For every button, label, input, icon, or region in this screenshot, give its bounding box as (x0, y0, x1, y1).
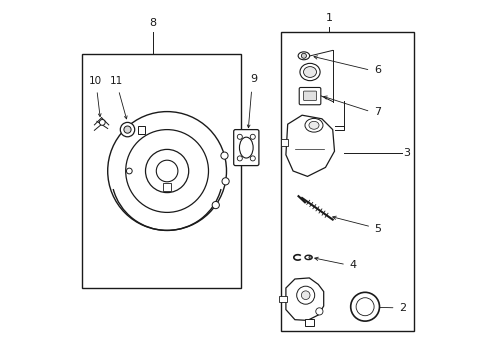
Text: 3: 3 (402, 148, 409, 158)
Text: 7: 7 (373, 107, 381, 117)
Circle shape (250, 134, 255, 139)
Circle shape (125, 130, 208, 212)
Circle shape (221, 152, 227, 159)
FancyBboxPatch shape (299, 87, 320, 105)
Bar (280, 139, 288, 146)
Circle shape (222, 178, 229, 185)
Circle shape (250, 156, 255, 161)
Ellipse shape (305, 118, 322, 132)
Circle shape (355, 298, 373, 316)
Text: 6: 6 (373, 65, 381, 75)
Ellipse shape (298, 52, 309, 60)
Polygon shape (285, 115, 334, 176)
Text: 9: 9 (249, 74, 257, 84)
Bar (305, 319, 313, 326)
Text: 10: 10 (88, 76, 102, 86)
Polygon shape (285, 278, 323, 320)
Bar (82, 54, 241, 288)
Text: 8: 8 (149, 18, 156, 28)
Circle shape (308, 256, 311, 259)
FancyBboxPatch shape (233, 130, 258, 166)
Ellipse shape (299, 63, 320, 81)
Ellipse shape (308, 121, 318, 129)
Circle shape (301, 53, 306, 58)
Bar (137, 126, 145, 134)
Circle shape (237, 134, 242, 139)
Text: 11: 11 (110, 76, 123, 86)
Text: 5: 5 (373, 224, 381, 234)
Circle shape (212, 202, 219, 209)
Ellipse shape (303, 67, 316, 77)
Circle shape (350, 292, 379, 321)
Text: 1: 1 (325, 13, 332, 23)
Circle shape (145, 149, 188, 193)
Circle shape (99, 120, 105, 125)
FancyBboxPatch shape (303, 91, 316, 100)
Bar (280, 32, 413, 331)
Circle shape (120, 122, 134, 137)
Bar (163, 183, 171, 191)
Bar (278, 296, 286, 302)
Circle shape (301, 291, 309, 300)
Circle shape (296, 286, 314, 304)
Circle shape (107, 112, 226, 230)
Text: 2: 2 (399, 303, 406, 313)
Circle shape (123, 126, 131, 133)
Ellipse shape (239, 137, 253, 158)
Circle shape (156, 160, 178, 182)
Text: 4: 4 (348, 260, 355, 270)
Circle shape (315, 308, 322, 315)
Circle shape (126, 168, 132, 174)
Circle shape (237, 156, 242, 161)
Ellipse shape (305, 255, 311, 260)
